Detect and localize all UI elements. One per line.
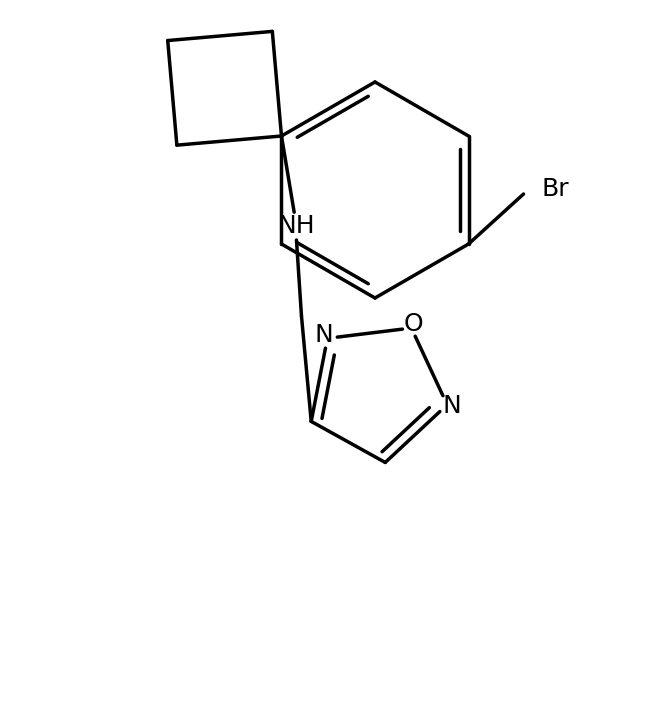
Text: Br: Br [542, 177, 569, 201]
Text: N: N [315, 323, 334, 347]
Text: NH: NH [278, 214, 315, 238]
Text: N: N [443, 394, 461, 418]
Text: O: O [404, 312, 424, 336]
